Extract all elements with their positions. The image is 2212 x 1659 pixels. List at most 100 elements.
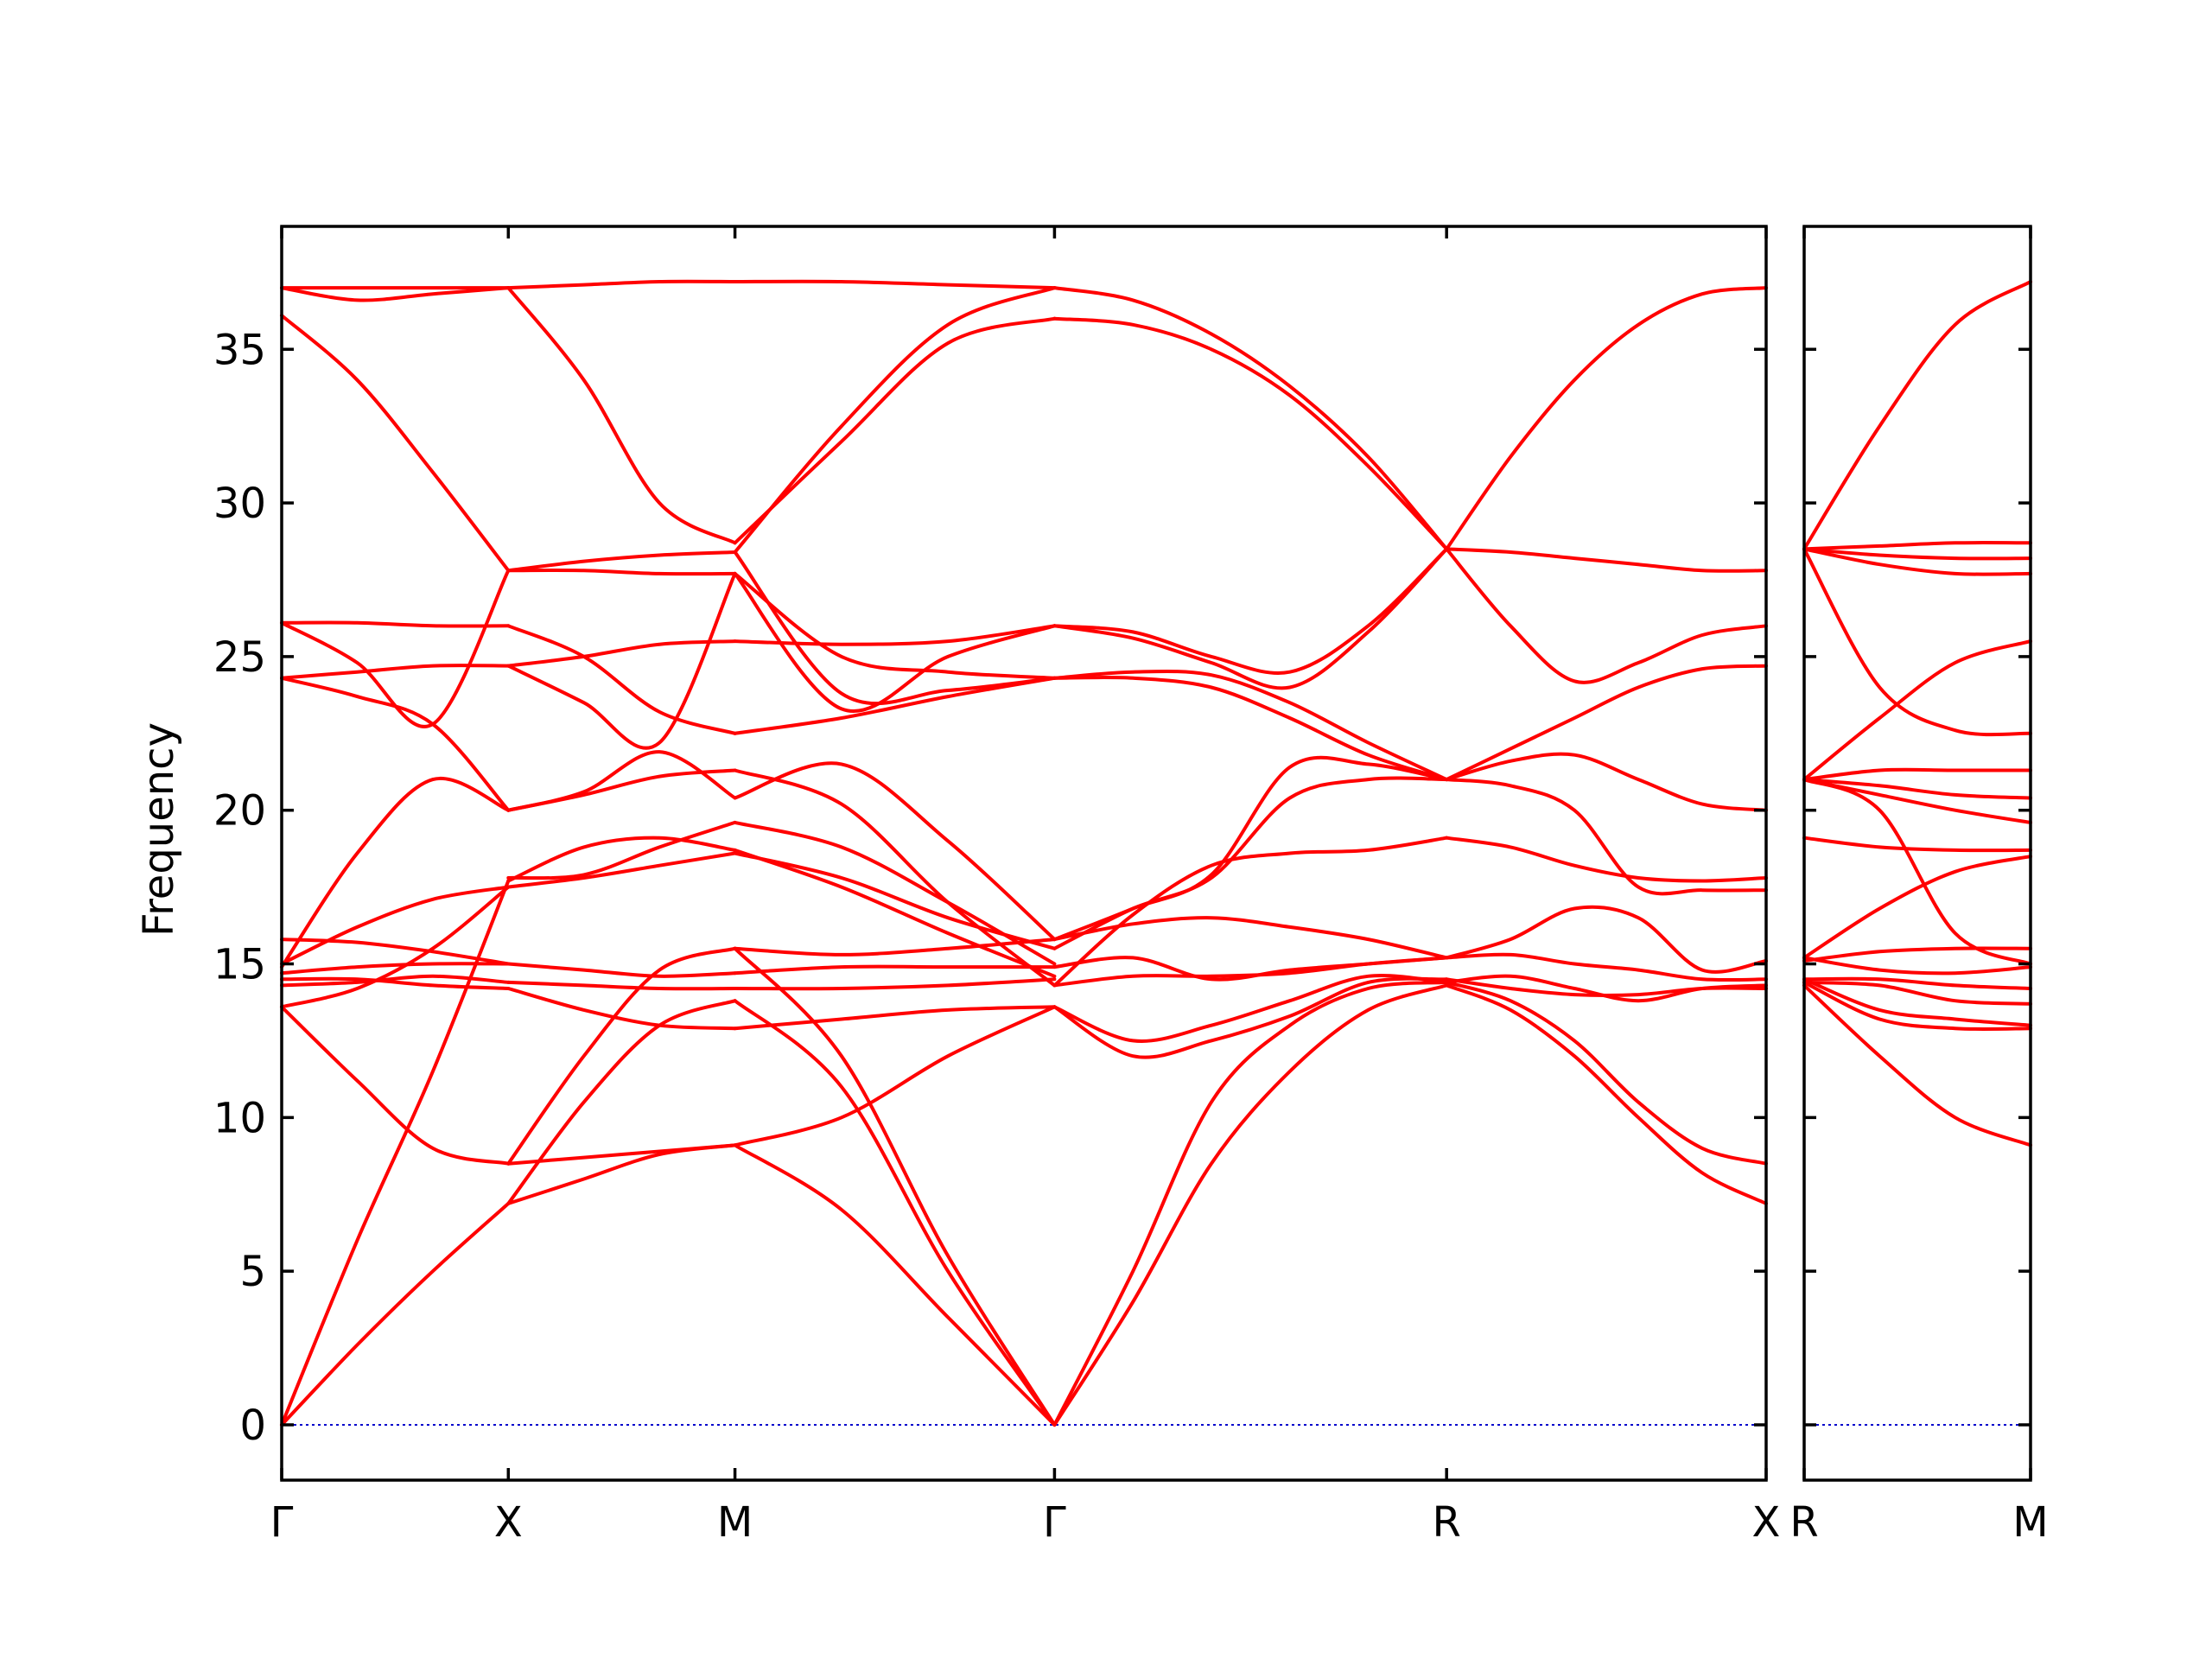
band-line — [1445, 836, 1768, 883]
band-line — [1445, 547, 1768, 684]
band-line — [280, 620, 511, 628]
band-line — [280, 676, 511, 812]
band-line — [1052, 755, 1449, 942]
band-line — [506, 624, 737, 735]
band-line — [733, 999, 1057, 1427]
x-tick-label: X — [494, 1498, 523, 1547]
band-line — [1052, 956, 1449, 982]
band-line — [1052, 547, 1449, 690]
band-line — [1802, 541, 2032, 551]
band-line — [1445, 286, 1768, 551]
y-tick-label: 35 — [213, 326, 266, 374]
band-line — [506, 962, 737, 978]
band-line — [733, 1143, 1057, 1427]
band-line — [1445, 778, 1768, 896]
x-tick-label: X — [1752, 1498, 1781, 1547]
band-line — [506, 999, 737, 1205]
band-line — [280, 974, 511, 988]
band-line — [506, 768, 737, 812]
y-tick-label: 15 — [213, 941, 266, 989]
y-tick-label: 0 — [239, 1402, 266, 1450]
band-line — [1802, 547, 2032, 576]
band-line — [1445, 664, 1768, 782]
band-line — [1052, 669, 1449, 782]
band-line — [733, 820, 1057, 966]
band-line — [506, 569, 737, 576]
band-line — [1052, 976, 1449, 1059]
band-line — [506, 639, 737, 668]
band-line — [1445, 547, 1768, 573]
band-line — [1052, 547, 1449, 675]
band-line — [506, 946, 737, 1166]
band-line — [733, 624, 1057, 646]
axes-frame — [280, 225, 1768, 1482]
band-line — [280, 885, 511, 1009]
band-line — [733, 316, 1057, 545]
band-line — [733, 676, 1057, 735]
band-line — [1802, 836, 2032, 853]
band-line — [1802, 547, 2032, 561]
band-line — [1052, 836, 1449, 988]
y-tick-label: 20 — [213, 787, 266, 836]
band-line — [1052, 983, 1449, 1427]
band-line — [1445, 980, 1768, 1166]
band-line — [506, 836, 737, 883]
band-line — [733, 1005, 1057, 1147]
band-line — [733, 848, 1057, 978]
band-line — [1052, 316, 1449, 551]
y-tick-label: 10 — [213, 1094, 266, 1142]
band-line — [1802, 280, 2032, 551]
band-line — [1802, 980, 2032, 1006]
band-line — [280, 664, 511, 680]
y-tick-label: 5 — [239, 1248, 266, 1296]
band-line — [733, 571, 1057, 680]
axes-frame — [1802, 225, 2032, 1482]
band-line — [1802, 547, 2032, 737]
band-line — [506, 1143, 737, 1166]
band-line — [280, 1005, 511, 1166]
band-line — [1052, 974, 1449, 1043]
band-line — [1802, 976, 2032, 990]
band-line — [733, 946, 1057, 1427]
band-line — [1802, 977, 2032, 1027]
band-line — [1445, 952, 1768, 982]
band-line — [1445, 974, 1768, 1003]
band-line — [1802, 980, 2032, 1031]
band-line — [280, 286, 511, 302]
band-line — [506, 987, 737, 1031]
y-tick-label: 25 — [213, 633, 266, 682]
band-line — [1802, 778, 2032, 800]
band-line — [733, 571, 1057, 713]
band-line — [1445, 905, 1768, 974]
band-line — [1802, 946, 2032, 963]
band-line — [506, 980, 737, 991]
band-line — [506, 550, 737, 573]
band-line — [733, 977, 1057, 991]
band-line — [280, 314, 511, 573]
band-line — [733, 938, 1057, 957]
panel-main: 0 5 10 15 20 25 30 35 Γ X M Γ R X — [213, 225, 1781, 1547]
band-line — [733, 286, 1057, 554]
band-line — [733, 964, 1057, 976]
band-line — [733, 279, 1057, 290]
x-tick-label: M — [2012, 1498, 2048, 1547]
band-line — [280, 569, 511, 728]
band-line — [733, 768, 1057, 988]
band-line — [733, 1005, 1057, 1031]
band-line — [1802, 855, 2032, 960]
band-line — [1445, 752, 1768, 812]
band-line — [1052, 676, 1449, 782]
band-line — [280, 938, 511, 966]
band-line — [506, 851, 737, 889]
band-line — [1052, 980, 1449, 1427]
band-line — [506, 820, 737, 880]
band-line — [733, 550, 1057, 706]
band-line — [280, 976, 511, 990]
band-line — [1802, 639, 2032, 782]
x-tick-label: R — [1789, 1498, 1818, 1547]
band-line — [506, 279, 737, 290]
band-line — [506, 750, 737, 812]
band-line — [280, 962, 511, 976]
